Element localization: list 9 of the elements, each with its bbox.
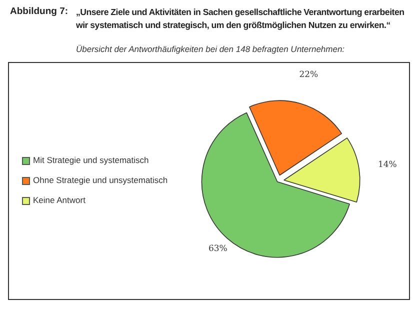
- data-label: 63%: [208, 244, 228, 254]
- data-label: 22%: [299, 70, 318, 80]
- chart-subtitle: Übersicht der Antworthäufigkeiten bei den 148 befragten Unternehmen:: [76, 44, 346, 54]
- data-label: 14%: [378, 160, 397, 170]
- legend-label: Keine Antwort: [33, 195, 86, 205]
- legend-label: Ohne Strategie und unsystematisch: [33, 175, 168, 185]
- legend-label: Mit Strategie und systematisch: [33, 155, 149, 165]
- chart-title: „Unsere Ziele und Aktivitäten in Sachen gesellschaftliche Verantwortung erarbeiten wir systematisch und strategisch, um den größtmöglichen Nutzen zu erwirken.“: [76, 6, 406, 32]
- text: Abbildung 7:: [10, 6, 68, 17]
